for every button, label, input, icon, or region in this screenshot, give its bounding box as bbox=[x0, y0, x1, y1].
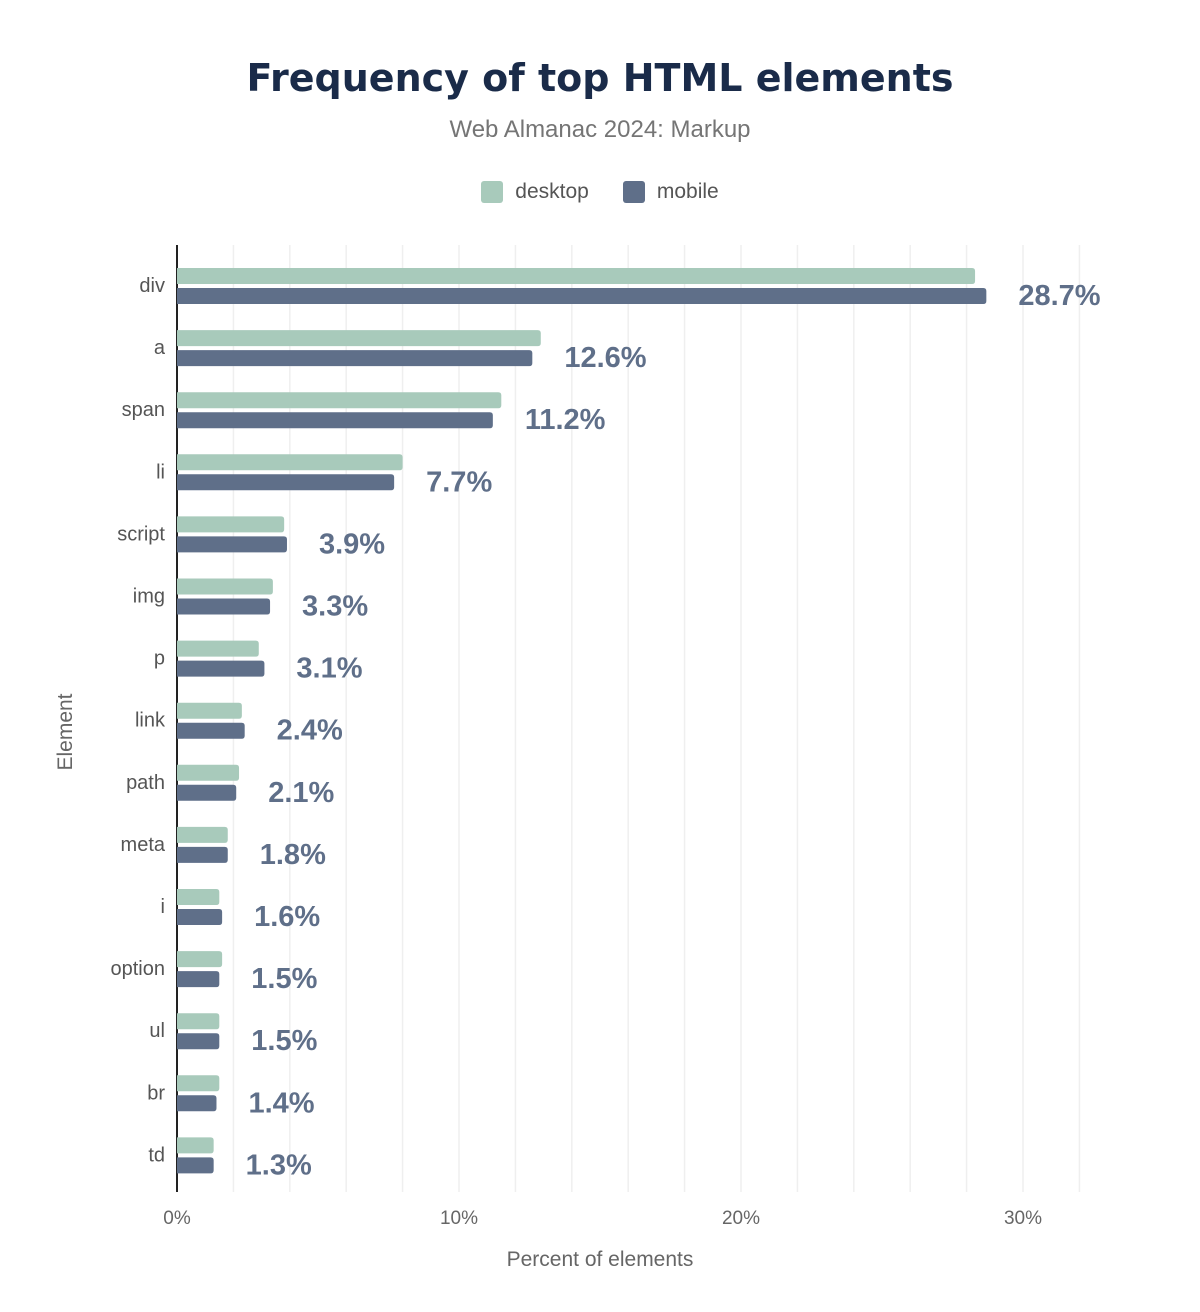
bar-mobile bbox=[177, 536, 287, 553]
legend-swatch-desktop bbox=[481, 181, 504, 203]
data-label: 1.5% bbox=[251, 1025, 317, 1057]
bar-mobile bbox=[177, 784, 237, 801]
bar-desktop bbox=[177, 951, 223, 968]
data-label: 1.8% bbox=[260, 839, 326, 871]
data-label: 3.3% bbox=[302, 591, 368, 623]
legend-label: mobile bbox=[656, 180, 719, 203]
bar-desktop bbox=[177, 1013, 220, 1030]
bar-mobile bbox=[177, 412, 493, 429]
bar-mobile bbox=[177, 1033, 220, 1050]
bar-mobile bbox=[177, 846, 228, 863]
data-label: 3.1% bbox=[296, 653, 362, 685]
y-tick-label: br bbox=[147, 1082, 165, 1104]
bar-mobile bbox=[177, 1095, 217, 1112]
x-axis-title: Percent of elements bbox=[507, 1248, 694, 1271]
x-tick-label: 20% bbox=[722, 1208, 760, 1229]
data-label: 1.3% bbox=[246, 1149, 312, 1181]
chart-subtitle: Web Almanac 2024: Markup bbox=[449, 116, 751, 143]
bar-desktop bbox=[177, 516, 285, 533]
data-label: 1.4% bbox=[248, 1087, 314, 1119]
legend-swatch-mobile bbox=[622, 181, 645, 203]
legend-item-mobile[interactable]: mobile bbox=[622, 180, 719, 204]
y-tick-label: span bbox=[122, 399, 165, 421]
legend-item-desktop[interactable]: desktop bbox=[481, 180, 589, 204]
bar-mobile bbox=[177, 971, 220, 988]
bar-mobile bbox=[177, 722, 245, 739]
legend: desktop mobile bbox=[0, 180, 1200, 204]
legend-label: desktop bbox=[515, 180, 589, 203]
y-tick-label: img bbox=[133, 586, 165, 608]
bar-desktop bbox=[177, 268, 976, 284]
data-label: 3.9% bbox=[319, 528, 385, 560]
data-label: 7.7% bbox=[426, 466, 492, 498]
y-tick-label: option bbox=[111, 958, 166, 980]
bar-desktop bbox=[177, 454, 403, 471]
bar-desktop bbox=[177, 702, 242, 719]
y-axis-title: Element bbox=[54, 693, 77, 770]
bar-desktop bbox=[177, 889, 220, 905]
bar-mobile bbox=[177, 350, 533, 367]
bar-desktop bbox=[177, 1075, 220, 1092]
y-tick-label: i bbox=[161, 896, 165, 918]
y-tick-label: link bbox=[135, 710, 166, 732]
x-tick-label: 30% bbox=[1004, 1208, 1042, 1229]
y-tick-label: a bbox=[154, 337, 166, 359]
bar-mobile bbox=[177, 1157, 214, 1174]
bar-desktop bbox=[177, 578, 273, 595]
bar-desktop bbox=[177, 330, 541, 347]
bar-desktop bbox=[177, 392, 502, 409]
y-tick-label: p bbox=[154, 648, 165, 670]
data-label: 12.6% bbox=[564, 342, 646, 374]
data-label: 11.2% bbox=[525, 404, 606, 436]
bar-mobile bbox=[177, 598, 271, 615]
y-tick-label: li bbox=[156, 461, 165, 483]
data-label: 2.4% bbox=[277, 715, 343, 747]
chart-title: Frequency of top HTML elements bbox=[246, 56, 954, 100]
y-tick-label: meta bbox=[121, 834, 166, 856]
bar-mobile bbox=[177, 474, 395, 491]
data-label: 1.5% bbox=[251, 963, 317, 995]
bar-desktop bbox=[177, 640, 259, 657]
data-label: 2.1% bbox=[268, 777, 334, 809]
bar-desktop bbox=[177, 764, 240, 781]
y-tick-label: div bbox=[139, 275, 165, 297]
bar-desktop bbox=[177, 826, 228, 843]
x-tick-label: 10% bbox=[440, 1208, 478, 1229]
data-label: 1.6% bbox=[254, 901, 320, 933]
bar-mobile bbox=[177, 288, 987, 304]
y-tick-label: ul bbox=[149, 1020, 165, 1042]
bar-mobile bbox=[176, 660, 265, 677]
data-label: 28.7% bbox=[1018, 280, 1100, 312]
x-tick-label: 0% bbox=[163, 1208, 191, 1229]
y-tick-label: path bbox=[126, 772, 165, 794]
bar-desktop bbox=[177, 1137, 214, 1154]
y-tick-label: script bbox=[117, 523, 165, 545]
y-tick-label: td bbox=[148, 1144, 165, 1166]
bar-mobile bbox=[177, 909, 223, 925]
